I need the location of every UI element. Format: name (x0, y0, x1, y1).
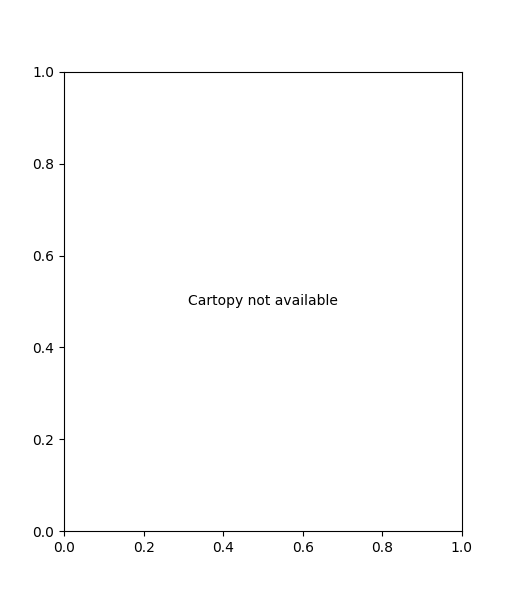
Text: Cartopy not available: Cartopy not available (188, 294, 338, 309)
